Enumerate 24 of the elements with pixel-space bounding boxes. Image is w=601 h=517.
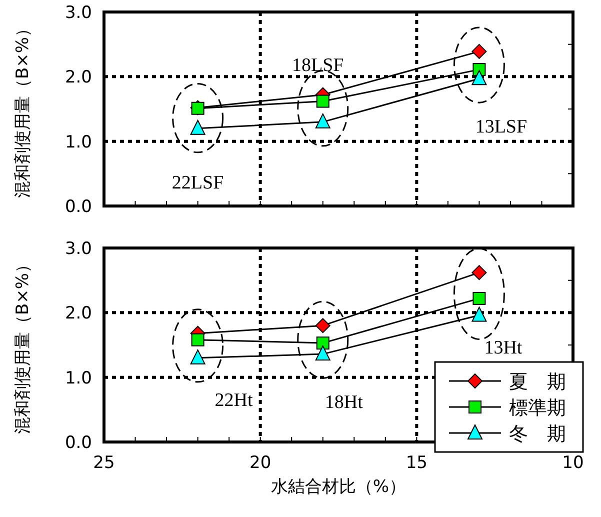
y-tick-label: 1.0	[64, 368, 92, 388]
y-tick-label: 0.0	[64, 433, 92, 453]
x-tick-label: 25	[93, 453, 115, 473]
legend-label: 標準期	[509, 397, 566, 419]
y-axis-title: 混和剤使用量（B×%）	[13, 256, 33, 434]
legend-label: 夏 期	[509, 371, 566, 393]
x-tick-label: 20	[250, 453, 272, 473]
y-tick-label: 2.0	[64, 68, 92, 88]
annotation: 18Ht	[324, 392, 364, 414]
x-tick-label: 15	[406, 453, 428, 473]
y-tick-label: 1.0	[64, 132, 92, 152]
legend-label: 冬 期	[509, 423, 566, 445]
x-axis-title: 水結合材比（%）	[270, 477, 406, 497]
annotation: 22Ht	[214, 390, 254, 411]
annotation: 18LSF	[292, 54, 344, 76]
annotation: 22LSF	[172, 172, 224, 194]
annotation: 13LSF	[475, 116, 528, 138]
x-tick-label: 10	[562, 453, 584, 473]
annotation: 13Ht	[484, 337, 523, 358]
y-tick-label: 2.0	[64, 304, 92, 324]
y-axis-title: 混和剤使用量（B×%）	[13, 20, 33, 198]
y-tick-label: 0.0	[64, 197, 92, 217]
y-tick-label: 3.0	[64, 239, 92, 259]
y-tick-label: 3.0	[64, 3, 92, 23]
